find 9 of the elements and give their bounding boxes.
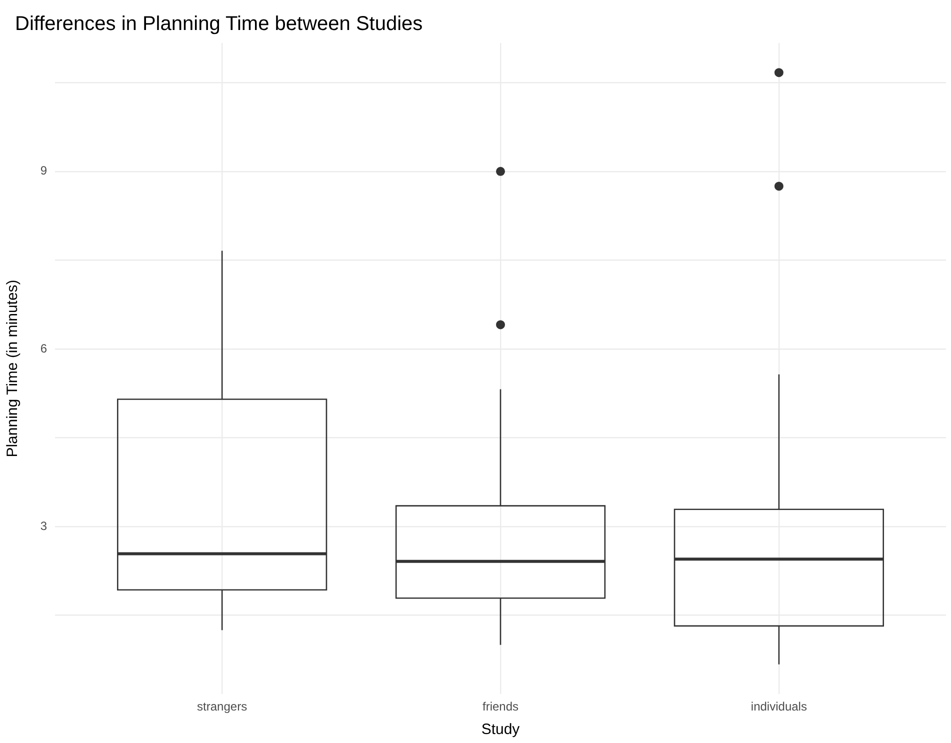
- chart-title: Differences in Planning Time between Studies: [15, 13, 423, 35]
- x-tick-label: individuals: [750, 700, 807, 714]
- x-tick-label: strangers: [197, 700, 248, 714]
- y-tick-label: 6: [40, 341, 48, 356]
- y-axis-title: Planning Time (in minutes): [4, 280, 22, 458]
- y-tick-label: 3: [40, 518, 48, 533]
- x-axis-title: Study: [481, 721, 520, 738]
- y-tick-label: 9: [40, 164, 48, 178]
- x-tick-label: friends: [482, 700, 519, 714]
